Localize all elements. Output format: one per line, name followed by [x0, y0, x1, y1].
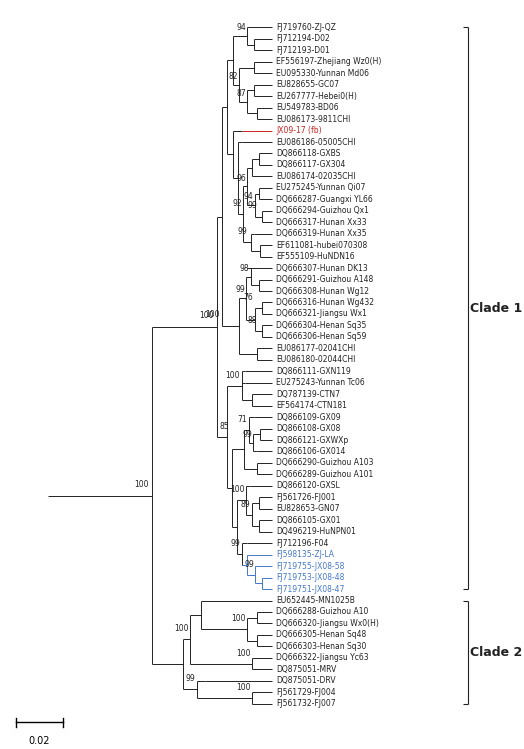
Text: DQ666289-Guizhou A101: DQ666289-Guizhou A101 — [276, 470, 373, 479]
Text: 89: 89 — [241, 500, 250, 509]
Text: 100: 100 — [230, 485, 244, 494]
Text: DQ666291-Guizhou A148: DQ666291-Guizhou A148 — [276, 275, 373, 284]
Text: FJ561726-FJ001: FJ561726-FJ001 — [276, 493, 335, 502]
Text: DQ666290-Guizhou A103: DQ666290-Guizhou A103 — [276, 458, 374, 467]
Text: EU086180-02044CHI: EU086180-02044CHI — [276, 355, 355, 364]
Text: EU267777-Hebei0(H): EU267777-Hebei0(H) — [276, 91, 357, 100]
Text: FJ719751-JX08-47: FJ719751-JX08-47 — [276, 584, 344, 593]
Text: 98: 98 — [240, 264, 249, 273]
Text: DQ866111-GXN119: DQ866111-GXN119 — [276, 367, 351, 376]
Text: EF564174-CTN181: EF564174-CTN181 — [276, 401, 347, 410]
Text: EU086177-02041CHI: EU086177-02041CHI — [276, 344, 355, 353]
Text: 99: 99 — [245, 560, 254, 568]
Text: EU549783-BD06: EU549783-BD06 — [276, 103, 339, 112]
Text: FJ712194-D02: FJ712194-D02 — [276, 34, 330, 43]
Text: DQ875051-DRV: DQ875051-DRV — [276, 676, 335, 685]
Text: FJ561729-FJ004: FJ561729-FJ004 — [276, 688, 335, 697]
Text: DQ666321-Jiangsu Wx1: DQ666321-Jiangsu Wx1 — [276, 309, 367, 318]
Text: DQ666320-Jiangsu Wx0(H): DQ666320-Jiangsu Wx0(H) — [276, 619, 379, 628]
Text: DQ666287-Guangxi YL66: DQ666287-Guangxi YL66 — [276, 195, 373, 204]
Text: EU828653-GN07: EU828653-GN07 — [276, 504, 340, 513]
Text: EF556197-Zhejiang Wz0(H): EF556197-Zhejiang Wz0(H) — [276, 57, 381, 66]
Text: 76: 76 — [244, 294, 254, 303]
Text: DQ866121-GXWXp: DQ866121-GXWXp — [276, 435, 348, 445]
Text: DQ866108-GX08: DQ866108-GX08 — [276, 424, 341, 433]
Text: DQ666319-Hunan Xx35: DQ666319-Hunan Xx35 — [276, 229, 367, 238]
Text: DQ666303-Henan Sq30: DQ666303-Henan Sq30 — [276, 642, 366, 651]
Text: EU828655-GC07: EU828655-GC07 — [276, 80, 339, 89]
Text: 94: 94 — [244, 192, 254, 201]
Text: FJ719755-JX08-58: FJ719755-JX08-58 — [276, 562, 344, 571]
Text: 100: 100 — [236, 649, 250, 658]
Text: FJ712196-F04: FJ712196-F04 — [276, 539, 329, 548]
Text: DQ496219-HuNPN01: DQ496219-HuNPN01 — [276, 527, 356, 536]
Text: 100: 100 — [174, 624, 188, 633]
Text: DQ666305-Henan Sq48: DQ666305-Henan Sq48 — [276, 631, 366, 640]
Text: DQ666307-Hunan DK13: DQ666307-Hunan DK13 — [276, 264, 368, 273]
Text: DQ866106-GX014: DQ866106-GX014 — [276, 447, 345, 456]
Text: 0.02: 0.02 — [28, 736, 50, 745]
Text: 99: 99 — [231, 539, 240, 548]
Text: 82: 82 — [228, 72, 238, 81]
Text: 94: 94 — [236, 23, 246, 32]
Text: FJ719753-JX08-48: FJ719753-JX08-48 — [276, 573, 344, 582]
Text: JX09-17 (fb): JX09-17 (fb) — [276, 126, 322, 135]
Text: 71: 71 — [237, 415, 247, 424]
Text: DQ866109-GX09: DQ866109-GX09 — [276, 413, 341, 422]
Text: DQ787139-CTN7: DQ787139-CTN7 — [276, 389, 340, 398]
Text: 99: 99 — [185, 674, 195, 683]
Text: EF611081-hubei070308: EF611081-hubei070308 — [276, 240, 367, 249]
Text: DQ666322-Jiangsu Yc63: DQ666322-Jiangsu Yc63 — [276, 653, 368, 662]
Text: EU095330-Yunnan Md06: EU095330-Yunnan Md06 — [276, 69, 369, 78]
Text: DQ666288-Guizhou A10: DQ666288-Guizhou A10 — [276, 607, 368, 616]
Text: DQ866105-GX01: DQ866105-GX01 — [276, 516, 341, 525]
Text: DQ866117-GX304: DQ866117-GX304 — [276, 160, 345, 169]
Text: 88: 88 — [247, 316, 257, 325]
Text: 99: 99 — [242, 430, 252, 439]
Text: 96: 96 — [236, 174, 246, 183]
Text: 100: 100 — [231, 614, 246, 623]
Text: Clade 1: Clade 1 — [470, 302, 522, 315]
Text: DQ666306-Henan Sq59: DQ666306-Henan Sq59 — [276, 333, 366, 342]
Text: DQ666317-Hunan Xx33: DQ666317-Hunan Xx33 — [276, 218, 367, 227]
Text: 100: 100 — [134, 480, 148, 489]
Text: 99: 99 — [235, 285, 245, 294]
Text: FJ712193-D01: FJ712193-D01 — [276, 46, 330, 55]
Text: 92: 92 — [233, 199, 242, 208]
Text: DQ666304-Henan Sq35: DQ666304-Henan Sq35 — [276, 321, 366, 330]
Text: FJ561732-FJ007: FJ561732-FJ007 — [276, 699, 335, 708]
Text: EU275243-Yunnan Tc06: EU275243-Yunnan Tc06 — [276, 378, 365, 387]
Text: DQ666316-Hunan Wg432: DQ666316-Hunan Wg432 — [276, 298, 374, 307]
Text: EU652445-MN1025B: EU652445-MN1025B — [276, 596, 355, 605]
Text: EU086186-05005CHI: EU086186-05005CHI — [276, 138, 355, 147]
Text: EU086174-02035CHI: EU086174-02035CHI — [276, 172, 355, 181]
Text: 87: 87 — [236, 89, 246, 98]
Text: 100: 100 — [236, 683, 250, 692]
Text: 99: 99 — [237, 227, 247, 236]
Text: DQ866118-GXBS: DQ866118-GXBS — [276, 149, 341, 158]
Text: EU086173-9811CHI: EU086173-9811CHI — [276, 115, 351, 124]
Text: 100: 100 — [199, 311, 213, 320]
Text: DQ875051-MRV: DQ875051-MRV — [276, 665, 336, 674]
Text: DQ866120-GXSL: DQ866120-GXSL — [276, 482, 340, 491]
Text: FJ719760-ZJ-QZ: FJ719760-ZJ-QZ — [276, 23, 336, 32]
Text: 100: 100 — [205, 310, 220, 319]
Text: Clade 2: Clade 2 — [470, 646, 522, 658]
Text: DQ666308-Hunan Wg12: DQ666308-Hunan Wg12 — [276, 287, 369, 296]
Text: 85: 85 — [220, 422, 230, 431]
Text: DQ666294-Guizhou Qx1: DQ666294-Guizhou Qx1 — [276, 206, 369, 215]
Text: EF555109-HuNDN16: EF555109-HuNDN16 — [276, 252, 355, 261]
Text: 100: 100 — [226, 371, 240, 380]
Text: 99: 99 — [247, 201, 257, 210]
Text: EU275245-Yunnan Qi07: EU275245-Yunnan Qi07 — [276, 184, 365, 192]
Text: FJ598135-ZJ-LA: FJ598135-ZJ-LA — [276, 551, 334, 560]
